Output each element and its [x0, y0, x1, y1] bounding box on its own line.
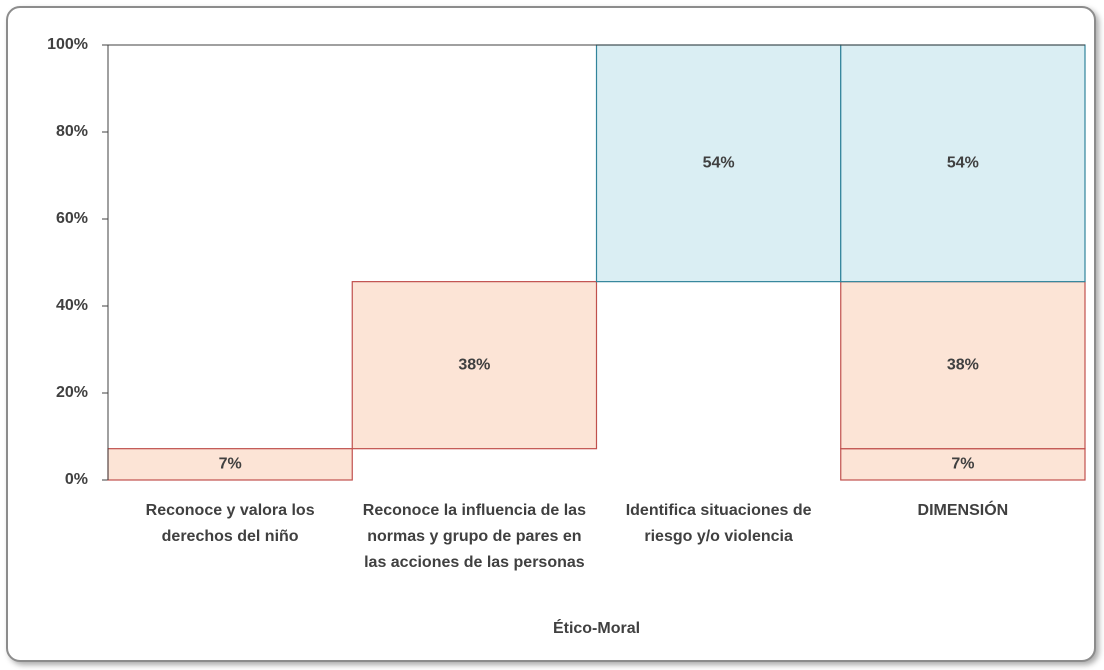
data-label: 54%	[703, 155, 735, 172]
y-tick-label: 40%	[56, 297, 88, 314]
x-tick-label: Reconoce y valora los derechos del niño	[145, 502, 315, 545]
y-tick-label: 80%	[56, 123, 88, 140]
bar-segment	[595, 44, 842, 283]
data-label: 7%	[951, 456, 974, 473]
y-tick-label: 20%	[56, 384, 88, 401]
bar-segment	[351, 281, 598, 450]
data-label: 7%	[219, 456, 242, 473]
y-tick-label: 60%	[56, 210, 88, 227]
bar-segment	[840, 281, 1086, 450]
data-label: 38%	[458, 356, 490, 373]
x-tick-label: Reconoce la influencia de las normas y g…	[362, 502, 586, 571]
x-tick-label: Identifica situaciones de riesgo y/o vio…	[625, 502, 812, 545]
bar-segment	[107, 448, 353, 481]
bar-segment	[840, 44, 1086, 283]
data-label: 38%	[947, 356, 979, 373]
x-tick-label: DIMENSIÓN	[917, 502, 1009, 519]
data-label: 54%	[947, 155, 979, 172]
x-axis-label: Ético-Moral	[552, 620, 641, 637]
y-tick-label: 0%	[65, 471, 88, 488]
y-tick-label: 100%	[47, 36, 88, 53]
